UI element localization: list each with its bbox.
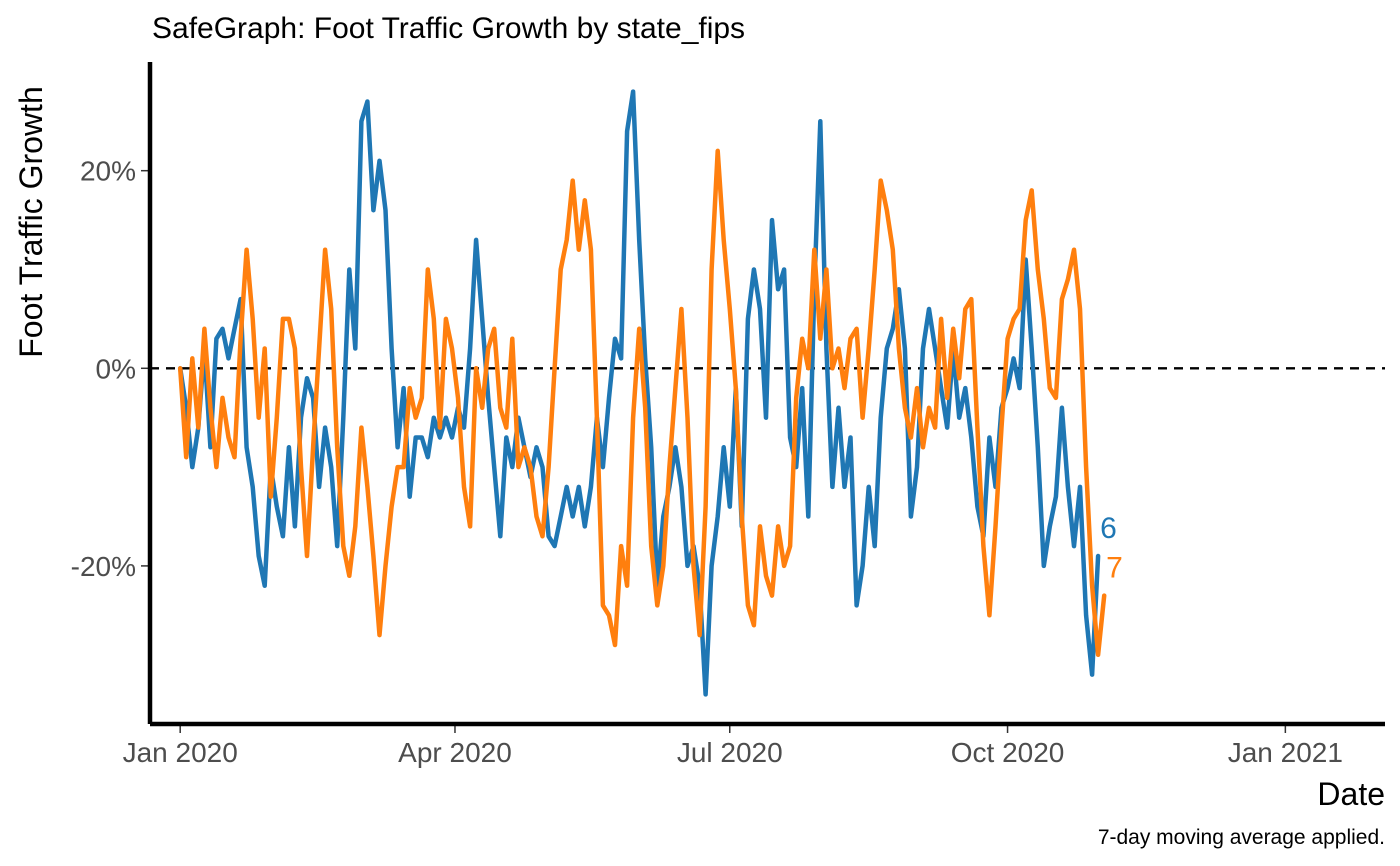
series-end-label-6: 6: [1100, 512, 1117, 545]
x-tick-label: Jan 2021: [1228, 737, 1343, 768]
chart-caption: 7-day moving average applied.: [1098, 826, 1385, 849]
y-axis-ticks: 20% 0% -20%: [71, 156, 150, 582]
y-tick-label: 0%: [96, 353, 136, 384]
x-tick-label: Jan 2020: [123, 737, 238, 768]
series-line-7: [177, 148, 1107, 658]
y-tick-label: 20%: [80, 156, 136, 187]
series-layer: 67: [177, 89, 1123, 697]
series-end-label-7: 7: [1106, 552, 1123, 585]
series-line-6: [177, 89, 1101, 697]
x-axis-ticks: Jan 2020 Apr 2020 Jul 2020 Oct 2020 Jan 2021: [123, 724, 1343, 768]
x-axis-label: Date: [1317, 776, 1385, 812]
x-tick-label: Apr 2020: [398, 737, 512, 768]
x-tick-label: Jul 2020: [677, 737, 783, 768]
chart-title: SafeGraph: Foot Traffic Growth by state_…: [152, 12, 745, 45]
y-tick-label: -20%: [71, 551, 136, 582]
y-axis-label: Foot Traffic Growth: [13, 86, 49, 358]
x-tick-label: Oct 2020: [951, 737, 1065, 768]
